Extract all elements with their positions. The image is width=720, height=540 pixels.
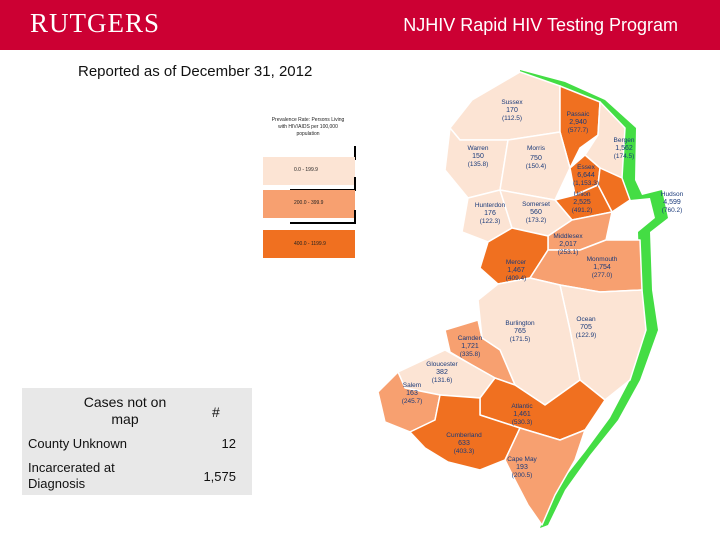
county-label-cases: 1,754: [593, 264, 611, 271]
county-label-cases: 1,461: [513, 411, 531, 418]
county-label-cases: 1,467: [507, 267, 525, 274]
county-label-name: Warren: [467, 145, 488, 152]
county-label-rate: (131.6): [432, 377, 453, 384]
county-label-name: Camden: [458, 335, 483, 342]
county-label-rate: (277.0): [592, 272, 613, 279]
county-label-cases: 6,644: [577, 172, 595, 179]
legend-bracket: [290, 210, 356, 224]
county-label-rate: (403.3): [454, 448, 475, 455]
county-label-name: Essex: [577, 164, 595, 171]
cases-table-header: Cases not on map: [83, 394, 167, 427]
county-cape-may: [504, 427, 586, 526]
county-label-rate: (150.4): [526, 163, 547, 170]
legend-swatch-high: [263, 230, 355, 258]
county-label-rate: (253.1): [558, 249, 579, 256]
county-label-cases: 2,940: [569, 119, 587, 126]
county-label-rate: (335.8): [460, 351, 481, 358]
report-date-subtitle: Reported as of December 31, 2012: [78, 63, 313, 80]
county-label-name: Somerset: [522, 201, 550, 208]
county-label-cases: 2,525: [573, 199, 591, 206]
county-label-rate: (1,153.3): [573, 180, 599, 187]
county-label-name: Hunterdon: [475, 202, 506, 209]
header-bar: RUTGERS NJHIV Rapid HIV Testing Program: [0, 0, 720, 50]
header-title: NJHIV Rapid HIV Testing Program: [403, 15, 678, 35]
county-label-cases: 193: [516, 464, 528, 471]
county-label-rate: (577.7): [568, 127, 589, 134]
county-label-cases: 382: [436, 369, 448, 376]
county-label-rate: (174.5): [614, 153, 635, 160]
legend-label-high: 400.0 - 1199.9: [294, 241, 326, 247]
county-label-name: Burlington: [505, 320, 535, 327]
county-labels: Sussex 170 (112.5) Passaic 2,940 (577.7)…: [402, 99, 684, 479]
county-label-cases: 163: [406, 390, 418, 397]
county-label-name: Atlantic: [511, 403, 533, 410]
county-label-rate: (245.7): [402, 398, 423, 405]
coastline: [520, 70, 668, 528]
county-label-name: Bergen: [614, 137, 635, 144]
county-morris: [499, 131, 571, 201]
county-label-name: Morris: [527, 145, 546, 152]
rutgers-logo: RUTGERS: [30, 8, 161, 38]
county-label-cases: 560: [530, 209, 542, 216]
county-sussex: [449, 71, 561, 141]
county-label-name: Sussex: [501, 99, 523, 106]
county-label-cases: 150: [472, 153, 484, 160]
county-label-cases: 4,599: [663, 199, 681, 206]
legend-title: Prevalence Rate: Persons Living with HIV…: [271, 117, 345, 137]
legend-label-low: 0.0 - 199.9: [294, 167, 318, 173]
county-label-cases: 765: [514, 328, 526, 335]
county-label-name: Monmouth: [587, 256, 618, 263]
county-label-rate: (135.8): [468, 161, 489, 168]
cases-row-label: County Unknown: [28, 436, 127, 451]
legend-bracket: [290, 177, 356, 191]
county-label-name: Cumberland: [446, 432, 482, 439]
legend-label-mid: 200.0 - 399.9: [294, 200, 324, 206]
county-label-name: Mercer: [506, 259, 527, 266]
county-label-cases: 1,721: [461, 343, 479, 350]
county-label-name: Ocean: [576, 316, 596, 323]
county-label-rate: (112.5): [502, 115, 522, 122]
county-label-cases: 170: [506, 107, 518, 114]
county-label-name: Salem: [403, 382, 421, 389]
county-label-name: Cape May: [507, 456, 537, 463]
cases-table-count-header: #: [212, 404, 220, 420]
county-label-cases: 705: [580, 324, 592, 331]
county-label-name: Passaic: [567, 111, 591, 118]
county-hudson: [597, 167, 631, 213]
county-label-cases: 633: [458, 440, 470, 447]
legend-swatch-low: [263, 157, 355, 185]
county-label-rate: (122.9): [576, 332, 597, 339]
county-label-rate: (171.5): [510, 336, 531, 343]
cases-not-on-map-table: Cases not on map # County Unknown 12 Inc…: [22, 388, 252, 495]
county-label-cases: 1,562: [615, 145, 633, 152]
county-label-rate: (530.3): [512, 419, 533, 426]
county-label-rate: (173.2): [526, 217, 547, 224]
cases-row-value: 1,575: [203, 469, 236, 484]
county-label-name: Union: [574, 191, 591, 198]
county-label-rate: (122.3): [480, 218, 501, 225]
county-label-name: Middlesex: [553, 233, 583, 240]
county-label-cases: 176: [484, 210, 496, 217]
nj-county-map: Sussex 170 (112.5) Passaic 2,940 (577.7)…: [377, 70, 684, 528]
cases-row-label: Incarcerated at Diagnosis: [28, 460, 115, 491]
cases-row-value: 12: [221, 436, 236, 451]
county-label-rate: (409.4): [506, 275, 527, 282]
county-label-name: Gloucester: [426, 361, 458, 368]
county-label-cases: 750: [530, 155, 542, 162]
county-label-rate: (200.5): [512, 472, 533, 479]
county-label-rate: (760.2): [662, 207, 683, 214]
county-label-rate: (491.2): [572, 207, 593, 214]
legend-swatch-mid: [263, 190, 355, 218]
county-label-name: Hudson: [661, 191, 684, 198]
county-label-cases: 2,017: [559, 241, 577, 248]
